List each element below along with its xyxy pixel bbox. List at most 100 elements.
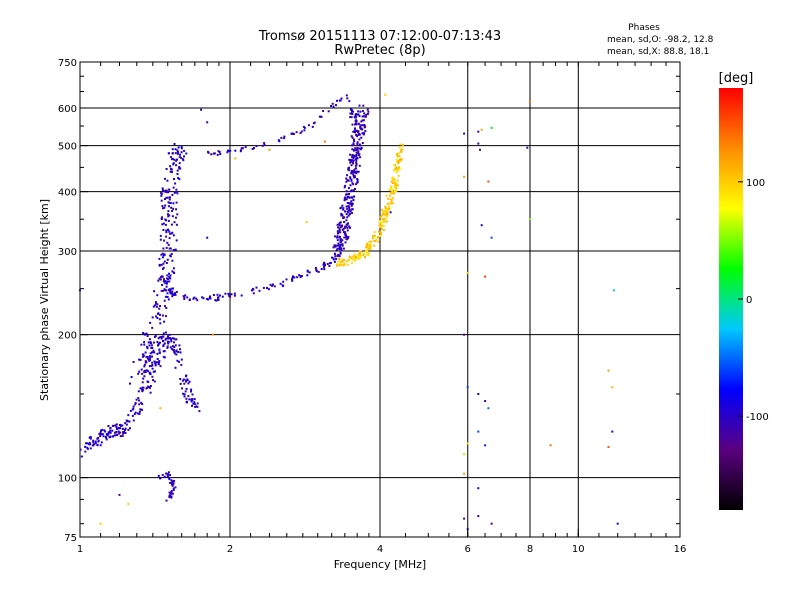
echo-point	[343, 199, 346, 202]
echo-point	[365, 249, 367, 252]
echo-point	[349, 108, 352, 111]
echo-point	[128, 420, 131, 423]
echo-point	[168, 201, 171, 204]
echo-point	[148, 338, 151, 341]
echo-point	[174, 148, 177, 151]
chart-title: Tromsø 20151113 07:12:00-07:13:43	[258, 29, 501, 44]
echo-point	[369, 247, 372, 250]
echo-point	[391, 192, 394, 194]
echo-point	[171, 293, 174, 295]
echo-point	[179, 348, 181, 351]
echo-point	[176, 192, 179, 195]
echo-point	[338, 264, 341, 267]
echo-point	[463, 175, 466, 178]
echo-point	[351, 113, 354, 115]
echo-point	[299, 276, 302, 279]
echo-point	[176, 158, 178, 161]
echo-point	[106, 433, 108, 436]
echo-point	[343, 216, 346, 219]
echo-point	[84, 445, 87, 448]
echo-point	[161, 216, 163, 219]
echo-point	[157, 279, 160, 282]
echo-point	[104, 430, 107, 433]
echo-point	[166, 346, 169, 349]
echo-point	[385, 213, 387, 216]
echo-point	[138, 403, 141, 406]
echo-point	[479, 148, 481, 151]
echo-point	[178, 167, 181, 170]
echo-point	[354, 167, 357, 170]
echo-point	[351, 155, 354, 158]
echo-point	[348, 166, 350, 169]
echo-point	[221, 295, 224, 298]
echo-point	[159, 276, 162, 279]
echo-point	[349, 210, 352, 213]
echo-point	[337, 242, 340, 245]
echo-point	[398, 155, 401, 158]
echo-point	[158, 352, 161, 354]
echo-point	[180, 358, 183, 361]
echo-point	[168, 280, 171, 283]
echo-point	[351, 212, 353, 214]
echo-point	[109, 426, 112, 429]
echo-point	[162, 335, 165, 338]
echo-point	[330, 105, 332, 107]
echo-point	[355, 113, 358, 115]
echo-point	[156, 294, 159, 297]
echo-point	[219, 294, 221, 297]
echo-point	[335, 104, 337, 107]
echo-point	[394, 168, 397, 170]
echo-point	[346, 216, 349, 219]
echo-point	[146, 386, 149, 389]
echo-point	[163, 190, 166, 193]
echo-point	[141, 403, 144, 405]
echo-point	[240, 147, 243, 150]
echo-point	[372, 235, 374, 238]
echo-point	[390, 199, 393, 202]
echo-point	[338, 223, 341, 226]
echo-point	[234, 157, 237, 160]
echo-point	[314, 267, 317, 269]
echo-point	[352, 142, 355, 145]
echo-point	[168, 496, 171, 498]
echo-point	[362, 119, 365, 122]
echo-point	[175, 164, 178, 167]
x-tick-label: 16	[674, 544, 687, 555]
echo-point	[358, 133, 361, 136]
echo-point	[349, 202, 352, 205]
echo-point	[373, 234, 376, 237]
echo-point	[336, 264, 338, 267]
echo-point	[160, 263, 163, 266]
echo-point	[398, 146, 401, 149]
echo-point	[335, 258, 338, 261]
echo-point	[172, 186, 175, 189]
echo-point	[343, 259, 346, 262]
echo-point	[358, 251, 361, 254]
echo-point	[173, 346, 176, 348]
echo-point	[365, 246, 368, 249]
echo-point	[179, 378, 182, 380]
echo-point	[146, 357, 149, 360]
echo-point	[158, 348, 161, 351]
echo-point	[175, 201, 178, 204]
echo-point	[350, 172, 353, 175]
echo-point	[379, 216, 382, 219]
echo-point	[170, 287, 173, 290]
echo-point	[176, 152, 179, 155]
echo-point	[180, 156, 183, 159]
echo-point	[212, 294, 215, 296]
echo-point	[490, 236, 493, 239]
echo-point	[193, 398, 196, 401]
echo-point	[334, 244, 337, 247]
echo-point	[92, 439, 95, 442]
echo-point	[146, 356, 149, 358]
echo-point	[156, 358, 159, 360]
echo-point	[322, 110, 325, 112]
echo-point	[165, 262, 168, 264]
echo-point	[344, 210, 346, 213]
echo-point	[162, 222, 165, 225]
echo-point	[152, 305, 155, 308]
echo-point	[354, 149, 357, 152]
echo-point	[354, 164, 357, 167]
echo-point	[88, 443, 91, 446]
